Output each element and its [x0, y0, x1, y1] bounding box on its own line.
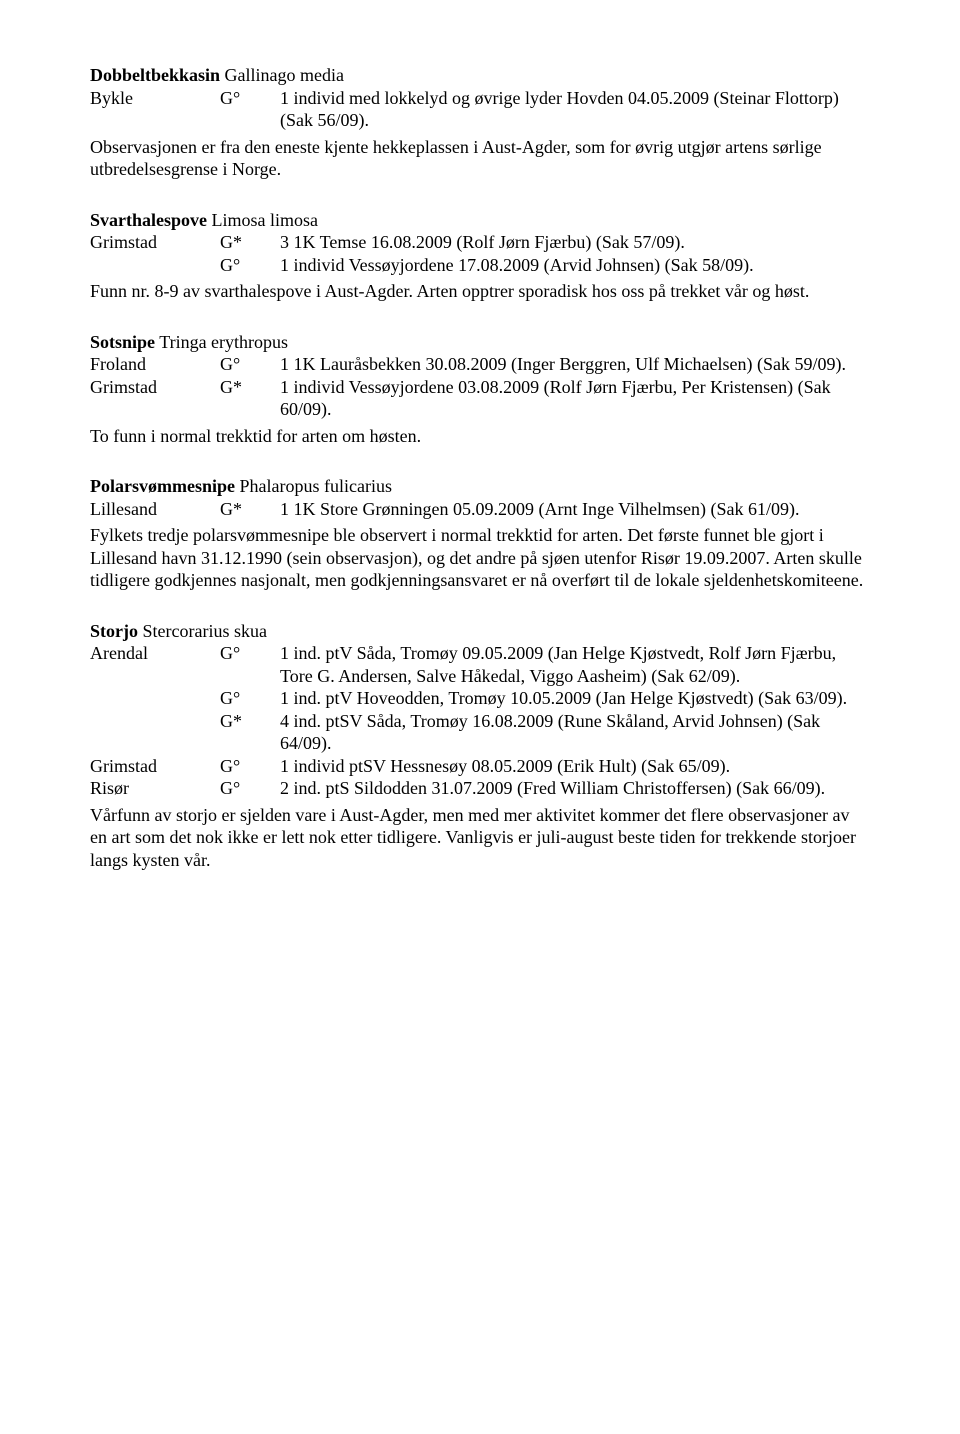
species-heading: Polarsvømmesnipe Phalaropus fulicarius: [90, 475, 870, 498]
record-row: G° 1 ind. ptV Hoveodden, Tromøy 10.05.20…: [90, 687, 870, 710]
species-latin: Phalaropus fulicarius: [235, 476, 392, 496]
record-locality: [90, 254, 220, 277]
record-description: 4 ind. ptSV Såda, Tromøy 16.08.2009 (Run…: [280, 710, 870, 755]
commentary-paragraph: Vårfunn av storjo er sjelden vare i Aust…: [90, 804, 870, 872]
record-description: 1 individ med lokkelyd og øvrige lyder H…: [280, 87, 870, 132]
species-heading: Storjo Stercorarius skua: [90, 620, 870, 643]
record-row: Lillesand G* 1 1K Store Grønningen 05.09…: [90, 498, 870, 521]
commentary-paragraph: To funn i normal trekktid for arten om h…: [90, 425, 870, 448]
record-description: 1 1K Store Grønningen 05.09.2009 (Arnt I…: [280, 498, 870, 521]
record-locality: Froland: [90, 353, 220, 376]
record-row: Risør G° 2 ind. ptS Sildodden 31.07.2009…: [90, 777, 870, 800]
record-code: G°: [220, 353, 280, 376]
record-locality: Lillesand: [90, 498, 220, 521]
record-description: 1 1K Lauråsbekken 30.08.2009 (Inger Berg…: [280, 353, 870, 376]
record-row: Grimstad G° 1 individ ptSV Hessnesøy 08.…: [90, 755, 870, 778]
record-code: G°: [220, 755, 280, 778]
record-code: G*: [220, 710, 280, 755]
record-locality: Risør: [90, 777, 220, 800]
record-row: G* 4 ind. ptSV Såda, Tromøy 16.08.2009 (…: [90, 710, 870, 755]
species-common: Sotsnipe: [90, 332, 155, 352]
species-common: Storjo: [90, 621, 138, 641]
record-code: G°: [220, 254, 280, 277]
record-code: G*: [220, 231, 280, 254]
record-code: G°: [220, 642, 280, 687]
species-heading: Svarthalespove Limosa limosa: [90, 209, 870, 232]
record-row: Grimstad G* 1 individ Vessøyjordene 03.0…: [90, 376, 870, 421]
record-description: 1 individ Vessøyjordene 03.08.2009 (Rolf…: [280, 376, 870, 421]
species-latin: Gallinago media: [220, 65, 344, 85]
commentary-paragraph: Observasjonen er fra den eneste kjente h…: [90, 136, 870, 181]
record-description: 1 individ ptSV Hessnesøy 08.05.2009 (Eri…: [280, 755, 870, 778]
species-latin: Limosa limosa: [207, 210, 318, 230]
record-row: Grimstad G* 3 1K Temse 16.08.2009 (Rolf …: [90, 231, 870, 254]
record-locality: Arendal: [90, 642, 220, 687]
species-common: Polarsvømmesnipe: [90, 476, 235, 496]
record-description: 3 1K Temse 16.08.2009 (Rolf Jørn Fjærbu)…: [280, 231, 870, 254]
record-locality: [90, 710, 220, 755]
record-row: Froland G° 1 1K Lauråsbekken 30.08.2009 …: [90, 353, 870, 376]
record-row: G° 1 individ Vessøyjordene 17.08.2009 (A…: [90, 254, 870, 277]
record-description: 2 ind. ptS Sildodden 31.07.2009 (Fred Wi…: [280, 777, 870, 800]
species-common: Dobbeltbekkasin: [90, 65, 220, 85]
record-locality: Grimstad: [90, 376, 220, 421]
record-locality: Bykle: [90, 87, 220, 132]
species-heading: Sotsnipe Tringa erythropus: [90, 331, 870, 354]
species-latin: Tringa erythropus: [155, 332, 288, 352]
record-locality: Grimstad: [90, 755, 220, 778]
record-code: G*: [220, 376, 280, 421]
species-common: Svarthalespove: [90, 210, 207, 230]
record-row: Bykle G° 1 individ med lokkelyd og øvrig…: [90, 87, 870, 132]
species-heading: Dobbeltbekkasin Gallinago media: [90, 64, 870, 87]
record-row: Arendal G° 1 ind. ptV Såda, Tromøy 09.05…: [90, 642, 870, 687]
record-description: 1 ind. ptV Hoveodden, Tromøy 10.05.2009 …: [280, 687, 870, 710]
record-code: G*: [220, 498, 280, 521]
record-description: 1 ind. ptV Såda, Tromøy 09.05.2009 (Jan …: [280, 642, 870, 687]
record-locality: [90, 687, 220, 710]
record-locality: Grimstad: [90, 231, 220, 254]
record-code: G°: [220, 687, 280, 710]
record-code: G°: [220, 87, 280, 132]
record-description: 1 individ Vessøyjordene 17.08.2009 (Arvi…: [280, 254, 870, 277]
record-code: G°: [220, 777, 280, 800]
commentary-paragraph: Fylkets tredje polarsvømmesnipe ble obse…: [90, 524, 870, 592]
commentary-paragraph: Funn nr. 8-9 av svarthalespove i Aust-Ag…: [90, 280, 870, 303]
species-latin: Stercorarius skua: [138, 621, 267, 641]
